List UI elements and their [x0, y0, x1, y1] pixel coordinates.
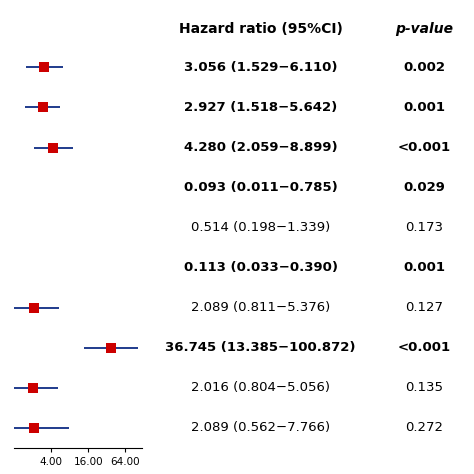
Text: Hazard ratio (95%CI): Hazard ratio (95%CI): [179, 21, 343, 36]
Text: 0.002: 0.002: [403, 61, 445, 74]
Text: 4.280 (2.059−8.899): 4.280 (2.059−8.899): [184, 141, 337, 154]
Text: 0.135: 0.135: [405, 382, 443, 394]
Text: 2.089 (0.811−5.376): 2.089 (0.811−5.376): [191, 301, 330, 314]
Text: 0.001: 0.001: [403, 101, 445, 114]
Text: 2.927 (1.518−5.642): 2.927 (1.518−5.642): [184, 101, 337, 114]
Text: 0.127: 0.127: [405, 301, 443, 314]
Text: <0.001: <0.001: [398, 141, 451, 154]
Text: 0.173: 0.173: [405, 221, 443, 234]
Text: 0.514 (0.198−1.339): 0.514 (0.198−1.339): [191, 221, 330, 234]
Text: 0.001: 0.001: [403, 261, 445, 274]
Text: p-value: p-value: [395, 21, 453, 36]
Text: 0.093 (0.011−0.785): 0.093 (0.011−0.785): [184, 181, 337, 194]
Text: 36.745 (13.385−100.872): 36.745 (13.385−100.872): [165, 341, 356, 354]
Text: 0.029: 0.029: [403, 181, 445, 194]
Text: 3.056 (1.529−6.110): 3.056 (1.529−6.110): [184, 61, 337, 74]
Text: 0.272: 0.272: [405, 421, 443, 434]
Text: 2.016 (0.804−5.056): 2.016 (0.804−5.056): [191, 382, 330, 394]
Text: <0.001: <0.001: [398, 341, 451, 354]
Text: 2.089 (0.562−7.766): 2.089 (0.562−7.766): [191, 421, 330, 434]
Text: 0.113 (0.033−0.390): 0.113 (0.033−0.390): [184, 261, 337, 274]
